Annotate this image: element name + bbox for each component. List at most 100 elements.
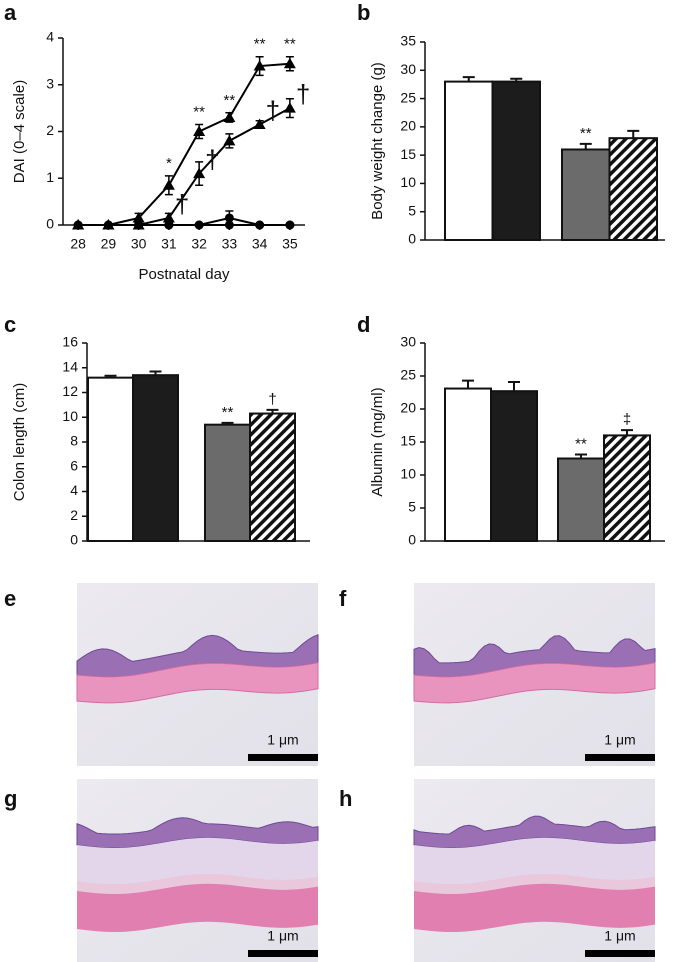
marker	[253, 60, 266, 71]
bar	[491, 80, 541, 241]
bar	[561, 148, 611, 241]
marker	[134, 220, 144, 230]
y-tick-label: 2	[46, 122, 54, 138]
significance: ‡	[623, 411, 631, 428]
submucosa	[77, 837, 318, 884]
y-tick-label: 30	[400, 334, 416, 350]
error-bar	[221, 421, 234, 425]
marker	[223, 134, 236, 146]
error-bar	[579, 142, 592, 150]
marker	[255, 220, 265, 230]
x-tick-label: 34	[252, 236, 268, 252]
significance: **	[224, 92, 236, 109]
y-tick-label: 1	[46, 169, 54, 185]
x-tick-label: 31	[161, 236, 177, 252]
y-tick-label: 25	[400, 89, 416, 105]
marker	[285, 220, 295, 230]
bar	[603, 434, 651, 542]
y-tick-label: 5	[408, 499, 416, 515]
significance: †	[296, 79, 310, 109]
y-tick-label: 14	[62, 358, 78, 374]
y-tick-label: 8	[70, 433, 78, 449]
x-tick-label: 30	[131, 236, 147, 252]
significance: †	[175, 189, 189, 219]
significance: *	[166, 155, 172, 172]
bar	[444, 387, 492, 543]
marker	[224, 220, 234, 230]
y-tick-label: 20	[400, 400, 416, 416]
error-bar	[149, 370, 162, 376]
y-axis-label: Colon length (cm)	[11, 383, 28, 501]
y-tick-label: 10	[62, 408, 78, 424]
error-bar	[575, 453, 587, 459]
y-tick-label: 4	[70, 482, 78, 498]
bar	[444, 80, 494, 241]
muscle-layer	[414, 883, 655, 932]
y-tick-label: 20	[400, 118, 416, 134]
error-bar	[508, 380, 520, 392]
significance: **	[580, 125, 592, 142]
y-axis-label: Albumin (mg/ml)	[369, 387, 386, 496]
y-tick-label: 35	[400, 33, 416, 49]
muscle-layer	[76, 662, 319, 704]
marker	[283, 102, 296, 113]
marker	[193, 125, 206, 136]
marker	[193, 167, 206, 179]
y-tick-label: 16	[62, 334, 78, 350]
y-axis-label: Body weight change (g)	[369, 62, 386, 220]
y-tick-label: 2	[70, 507, 78, 523]
marker	[164, 220, 174, 230]
scale-bar-label: 1 μm	[604, 928, 635, 944]
marker	[162, 179, 175, 190]
y-tick-label: 0	[408, 231, 416, 247]
marker	[103, 220, 113, 230]
significance: †	[266, 95, 280, 125]
bar	[204, 423, 251, 542]
significance: †	[268, 391, 276, 408]
x-tick-label: 32	[191, 236, 207, 252]
panel-label: g	[4, 786, 17, 811]
error-bar	[462, 379, 474, 389]
error-bar	[462, 76, 475, 82]
error-bar	[104, 374, 117, 378]
bar	[490, 390, 538, 542]
bar	[132, 374, 179, 542]
error-bar	[627, 129, 640, 139]
y-tick-label: 0	[46, 216, 54, 232]
series-line	[78, 62, 290, 226]
significance: **	[575, 436, 587, 453]
marker	[162, 211, 175, 223]
bar	[557, 457, 605, 542]
y-tick-label: 15	[400, 433, 416, 449]
bar	[608, 137, 658, 242]
y-tick-label: 0	[70, 532, 78, 548]
marker	[223, 111, 236, 122]
significance: **	[284, 36, 296, 53]
submucosa	[414, 837, 655, 884]
marker	[132, 211, 145, 223]
scale-bar	[585, 950, 655, 957]
y-tick-label: 6	[70, 457, 78, 473]
bar	[87, 376, 134, 542]
y-tick-label: 15	[400, 146, 416, 162]
y-tick-label: 12	[62, 383, 78, 399]
panel-label: d	[357, 312, 370, 337]
y-tick-label: 5	[408, 202, 416, 218]
muscle-layer	[77, 883, 318, 932]
significance: **	[222, 404, 234, 421]
x-tick-label: 35	[282, 236, 298, 252]
panel-label: b	[357, 0, 370, 25]
x-axis-label: Postnatal day	[139, 266, 230, 283]
marker	[73, 220, 83, 230]
marker	[253, 118, 266, 129]
y-tick-label: 25	[400, 367, 416, 383]
scale-bar	[248, 950, 318, 957]
x-tick-label: 29	[101, 236, 117, 252]
significance: †	[205, 144, 219, 174]
scale-bar-label: 1 μm	[604, 732, 635, 748]
scale-bar	[248, 754, 318, 761]
significance: **	[254, 36, 266, 53]
muscle-layer	[413, 662, 656, 704]
panel-label: c	[4, 312, 16, 337]
